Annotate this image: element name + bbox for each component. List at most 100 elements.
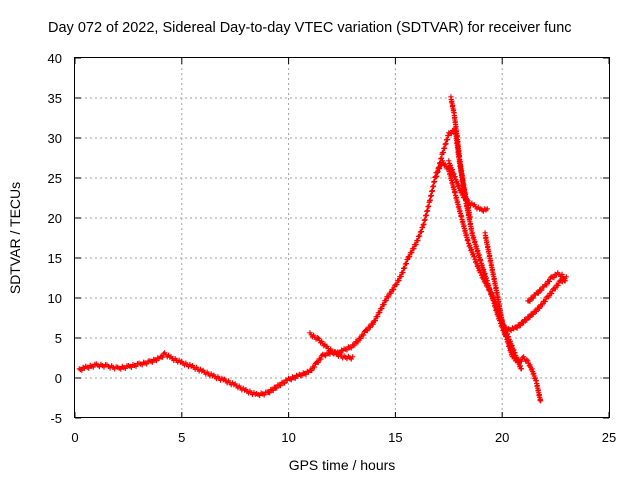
data-point bbox=[352, 342, 358, 348]
data-point bbox=[530, 311, 536, 318]
data-point bbox=[527, 298, 533, 304]
data-point bbox=[527, 314, 533, 320]
series-spike bbox=[448, 94, 473, 221]
data-point bbox=[398, 273, 404, 280]
data-point bbox=[448, 131, 454, 137]
y-axis: -5 0 5 10 15 20 25 30 35 40 bbox=[48, 51, 609, 426]
data-point bbox=[267, 390, 273, 396]
data-point bbox=[133, 363, 139, 369]
data-point bbox=[442, 161, 448, 167]
y-tick-label: 25 bbox=[48, 171, 62, 186]
data-point bbox=[388, 290, 394, 296]
data-point bbox=[90, 364, 96, 370]
data-point bbox=[323, 353, 329, 359]
data-point bbox=[383, 297, 389, 304]
data-point bbox=[128, 364, 135, 370]
data-point bbox=[144, 361, 150, 367]
data-point bbox=[459, 190, 465, 196]
data-point bbox=[524, 317, 530, 323]
x-tick-label: 0 bbox=[71, 430, 78, 445]
data-point bbox=[318, 356, 324, 362]
y-tick-label: 5 bbox=[55, 331, 62, 346]
y-tick-label: 10 bbox=[48, 291, 62, 306]
data-point bbox=[544, 282, 550, 288]
data-point bbox=[514, 325, 520, 331]
x-tick-label: 10 bbox=[281, 430, 295, 445]
data-point bbox=[309, 367, 315, 374]
data-point bbox=[546, 278, 553, 285]
data-point bbox=[377, 309, 383, 316]
data-point bbox=[517, 323, 523, 329]
data-point bbox=[391, 287, 397, 293]
data-point bbox=[536, 305, 543, 311]
data-point bbox=[555, 282, 561, 289]
data-point bbox=[379, 305, 385, 312]
data-point bbox=[527, 362, 533, 368]
y-tick-label: 20 bbox=[48, 211, 62, 226]
series-trough bbox=[499, 274, 569, 334]
data-point bbox=[361, 332, 367, 338]
data-point bbox=[274, 385, 280, 391]
data-point bbox=[488, 290, 495, 296]
data-point bbox=[281, 380, 288, 386]
x-tick-label: 5 bbox=[178, 430, 185, 445]
data-point bbox=[542, 298, 548, 305]
y-tick-label: 0 bbox=[55, 371, 62, 386]
series-descent-steep bbox=[446, 166, 544, 404]
data-point bbox=[396, 277, 402, 284]
x-axis: 0 5 10 15 20 25 bbox=[71, 58, 616, 445]
x-tick-label: 15 bbox=[388, 430, 402, 445]
data-series bbox=[76, 94, 569, 404]
y-tick-label: 15 bbox=[48, 251, 62, 266]
chart-title: Day 072 of 2022, Sidereal Day-to-day VTE… bbox=[48, 20, 572, 36]
data-point bbox=[525, 358, 531, 364]
data-point bbox=[344, 347, 350, 353]
data-point bbox=[520, 320, 527, 326]
series-mid-branch bbox=[482, 230, 525, 372]
data-point bbox=[478, 270, 484, 276]
data-point bbox=[159, 354, 166, 360]
data-point bbox=[257, 392, 263, 399]
plot-frame bbox=[74, 57, 610, 418]
data-point bbox=[118, 366, 124, 372]
data-point bbox=[311, 364, 318, 370]
gridlines bbox=[75, 58, 609, 418]
data-point bbox=[358, 335, 364, 342]
data-point bbox=[261, 392, 267, 398]
data-point bbox=[549, 290, 555, 297]
data-point bbox=[270, 387, 276, 393]
data-point bbox=[467, 214, 473, 220]
data-point bbox=[484, 282, 490, 288]
data-point bbox=[86, 365, 92, 371]
y-tick-label: 40 bbox=[48, 51, 62, 66]
data-point bbox=[409, 249, 415, 256]
data-point bbox=[551, 275, 557, 281]
data-point bbox=[394, 281, 400, 288]
data-point bbox=[370, 321, 376, 327]
x-tick-label: 25 bbox=[602, 430, 616, 445]
data-point bbox=[562, 278, 568, 284]
data-point bbox=[149, 359, 156, 365]
x-tick-label: 20 bbox=[495, 430, 509, 445]
series-late-bump bbox=[525, 270, 568, 304]
data-point bbox=[539, 287, 545, 293]
data-point bbox=[364, 328, 370, 334]
data-point bbox=[153, 358, 160, 364]
data-point bbox=[539, 302, 546, 308]
data-point bbox=[538, 398, 544, 404]
data-point bbox=[288, 377, 294, 383]
y-tick-label: 35 bbox=[48, 91, 62, 106]
data-point bbox=[486, 286, 492, 292]
y-tick-label: 30 bbox=[48, 131, 62, 146]
data-point bbox=[552, 286, 558, 292]
data-point bbox=[385, 294, 392, 300]
data-point bbox=[484, 206, 490, 212]
data-point bbox=[407, 253, 413, 260]
data-point bbox=[518, 366, 525, 372]
data-point bbox=[413, 241, 419, 248]
data-point bbox=[348, 345, 354, 351]
data-point bbox=[372, 317, 379, 324]
data-point bbox=[480, 274, 486, 280]
data-point bbox=[299, 373, 305, 379]
